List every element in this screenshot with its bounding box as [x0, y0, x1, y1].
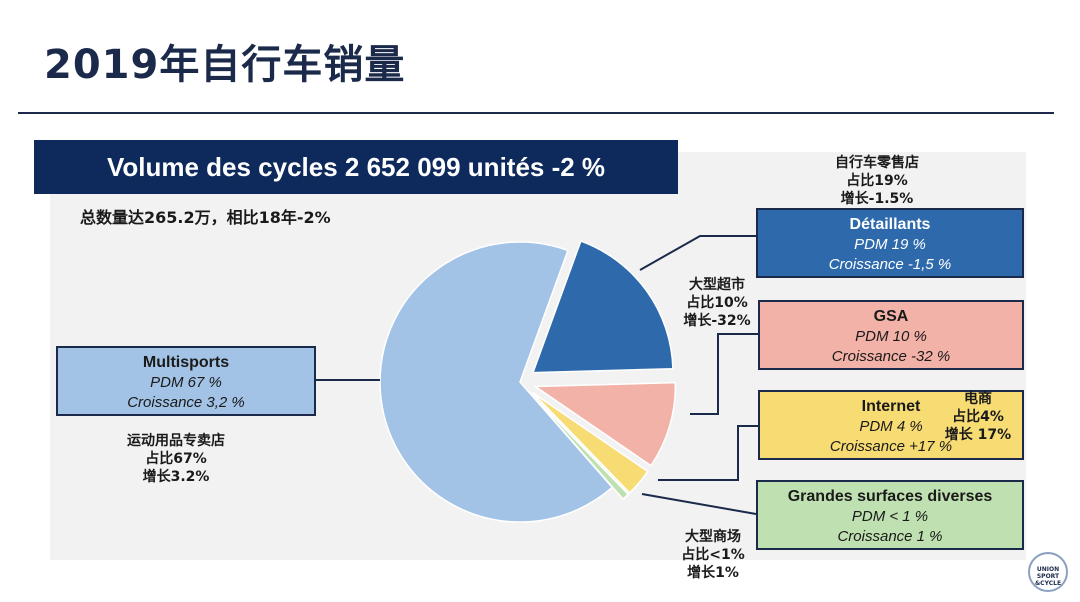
note-detaillants-line: 占比19%	[846, 173, 908, 189]
box-multisports-title: Multisports	[142, 354, 230, 371]
note-multisports: 运动用品专卖店 占比67% 增长3.2%	[110, 432, 242, 486]
label-box-gsa: GSA PDM 10 % Croissance -32 %	[758, 300, 1024, 370]
note-gsa-line: 增长-32%	[683, 313, 751, 329]
note-internet-line: 电商	[964, 391, 992, 407]
pie-slice-gsa	[533, 381, 677, 467]
note-detaillants-line: 增长-1.5%	[840, 191, 914, 207]
note-gsa: 大型超市 占比10% 增长-32%	[672, 276, 762, 330]
total-subtitle: 总数量达265.2万，相比18年-2%	[80, 208, 331, 227]
note-gsa-line: 占比10%	[686, 295, 748, 311]
box-multisports-croissance: Croissance 3,2 %	[127, 394, 245, 411]
note-detaillants: 自行车零售店 占比19% 增长-1.5%	[812, 154, 942, 208]
leader-line-gsd	[641, 493, 757, 515]
note-detaillants-line: 自行车零售店	[835, 155, 919, 171]
note-gsa-line: 大型超市	[689, 277, 745, 293]
volume-banner: Volume des cycles 2 652 099 unités -2 %	[34, 140, 678, 194]
box-internet-pdm: PDM 4 %	[859, 418, 923, 435]
box-gsa-pdm: PDM 10 %	[855, 328, 927, 345]
leader-line-gsa	[690, 333, 758, 415]
box-gsa-title: GSA	[873, 308, 909, 325]
box-gsd-title: Grandes surfaces diverses	[787, 488, 993, 505]
page-title: 2019年自行车销量	[44, 42, 406, 88]
label-box-internet: Internet PDM 4 % Croissance +17 %	[758, 390, 1024, 460]
note-internet: 电商 占比4% 增长 17%	[936, 390, 1020, 444]
box-gsd-croissance: Croissance 1 %	[837, 528, 943, 545]
note-internet-line: 占比4%	[952, 409, 1004, 425]
box-gsd-pdm: PDM < 1 %	[851, 508, 929, 525]
box-internet-title: Internet	[861, 398, 921, 415]
box-internet-croissance: Croissance +17 %	[829, 438, 953, 455]
logo-text: UNION SPORT &CYCLE	[1034, 566, 1062, 587]
union-sport-cycle-logo: UNION SPORT &CYCLE	[1028, 552, 1068, 592]
title-divider	[18, 112, 1054, 114]
box-gsa-croissance: Croissance -32 %	[831, 348, 951, 365]
note-multisports-line: 增长3.2%	[142, 469, 210, 485]
note-gsd-line: 大型商场	[685, 529, 741, 545]
pie-slice-internet	[531, 391, 649, 494]
label-box-multisports: Multisports PDM 67 % Croissance 3,2 %	[56, 346, 316, 416]
pie-slice-d-taillants	[531, 240, 674, 374]
label-box-gsd: Grandes surfaces diverses PDM < 1 % Croi…	[756, 480, 1024, 550]
box-detaillants-pdm: PDM 19 %	[854, 236, 926, 253]
note-multisports-line: 运动用品专卖店	[127, 433, 225, 449]
box-detaillants-title: Détaillants	[849, 216, 931, 233]
note-multisports-line: 占比67%	[145, 451, 207, 467]
leader-line-internet	[658, 425, 758, 481]
leader-line-detaillants	[639, 235, 756, 271]
note-gsd-line: 占比<1%	[681, 547, 745, 563]
box-detaillants-croissance: Croissance -1,5 %	[828, 256, 952, 273]
pie-slice-grandes-surfaces-diverses	[530, 393, 630, 501]
label-box-detaillants: Détaillants PDM 19 % Croissance -1,5 %	[756, 208, 1024, 278]
note-gsd: 大型商场 占比<1% 增长1%	[668, 528, 758, 582]
note-internet-line: 增长 17%	[944, 427, 1012, 443]
pie-slice-multisports	[379, 241, 614, 523]
note-gsd-line: 增长1%	[687, 565, 739, 581]
box-multisports-pdm: PDM 67 %	[150, 374, 222, 391]
